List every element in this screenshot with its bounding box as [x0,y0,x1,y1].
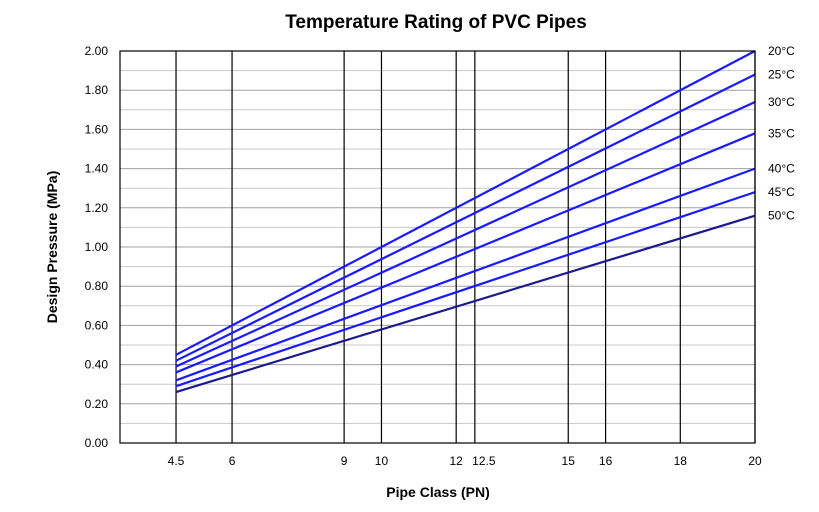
plot-frame [119,50,756,444]
x-tick-label: 12 [449,454,463,468]
series-line [175,132,756,374]
y-tick-label: 1.60 [85,122,109,136]
y-tick-label: 1.80 [85,83,109,97]
legend-label: 20°C [768,44,795,58]
legend-label: 30°C [768,95,795,109]
x-tick-label: 18 [674,454,688,468]
tick-labels: 4.5 6 9 10 12 12.5 15 16 18 20 0.00 0.20 0.40 0.60 0.8… [85,44,762,468]
legend: 20°C 25°C 30°C 35°C 40°C 45°C 50°C [768,44,795,223]
y-tick-label: 0.60 [85,318,109,332]
series-lines [175,50,756,394]
x-tick-label: 16 [599,454,613,468]
x-tick-label: 15 [562,454,576,468]
legend-label: 25°C [768,68,795,82]
legend-label: 50°C [768,209,795,223]
x-tick-label: 12.5 [472,454,496,468]
chart-title: Temperature Rating of PVC Pipes [285,12,587,33]
grid [120,51,756,443]
y-tick-label: 2.00 [85,44,109,58]
legend-label: 45°C [768,185,795,199]
y-tick-label: 0.80 [85,279,109,293]
x-tick-label: 10 [375,454,389,468]
axes [119,50,756,444]
x-axis-label: Pipe Class (PN) [386,484,489,500]
series-line [175,73,756,362]
series-line [175,50,756,356]
series-line [175,214,756,394]
y-tick-label: 1.00 [85,240,109,254]
y-tick-label: 1.20 [85,201,109,215]
x-tick-label: 6 [229,454,236,468]
series-line [175,100,756,368]
legend-label: 35°C [768,126,795,140]
y-axis-label: Design Pressure (MPa) [44,171,60,324]
x-tick-label: 20 [748,454,762,468]
legend-label: 40°C [768,162,795,176]
series-line [175,191,756,388]
y-tick-label: 0.00 [85,436,109,450]
y-tick-label: 0.40 [85,358,109,372]
x-tick-label: 9 [341,454,348,468]
series-line [175,167,756,382]
x-tick-label: 4.5 [168,454,185,468]
y-tick-label: 1.40 [85,162,109,176]
y-tick-label: 0.20 [85,397,109,411]
